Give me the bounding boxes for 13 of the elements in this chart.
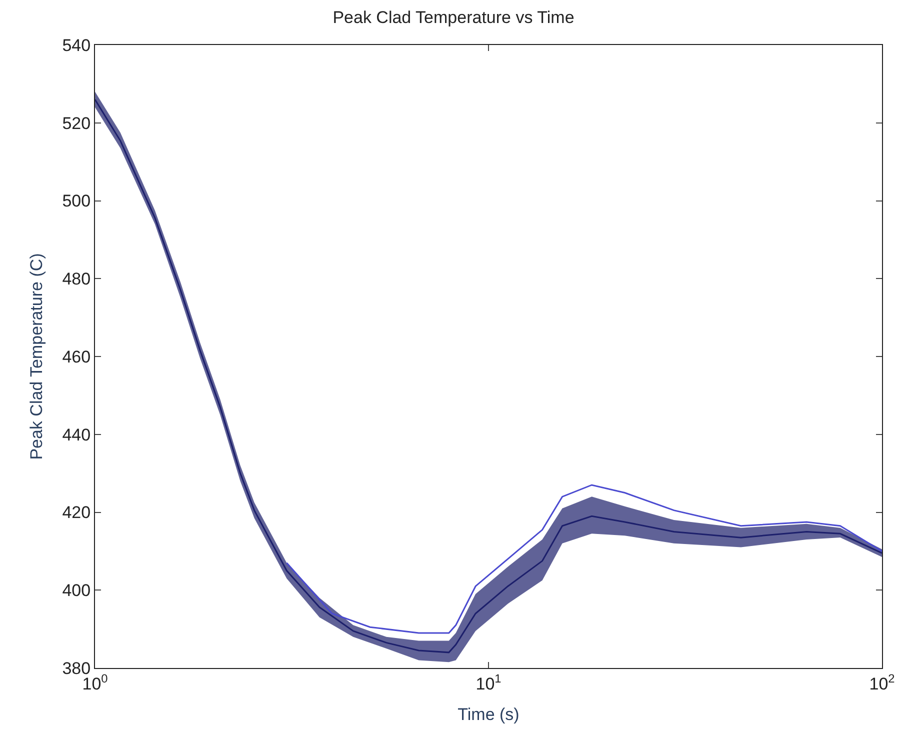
y-tick-label: 540 — [62, 36, 91, 55]
x-tick-label: 10$^{2}$ — [869, 671, 896, 694]
y-tick-label: 400 — [62, 581, 91, 600]
y-tick-label: 480 — [62, 270, 91, 289]
y-tick-label: 520 — [62, 114, 91, 133]
y-tick-label: 420 — [62, 503, 91, 522]
y-axis-title: Peak Clad Temperature (C) — [26, 253, 46, 460]
y-tick-label: 440 — [62, 425, 91, 444]
x-tick-label: 10$^{1}$ — [476, 671, 502, 694]
y-tick-label: 500 — [62, 192, 91, 211]
y-tick-label: 460 — [62, 347, 91, 366]
x-axis-title: Time (s) — [458, 704, 520, 724]
chart-title: Peak Clad Temperature vs Time — [332, 8, 574, 27]
